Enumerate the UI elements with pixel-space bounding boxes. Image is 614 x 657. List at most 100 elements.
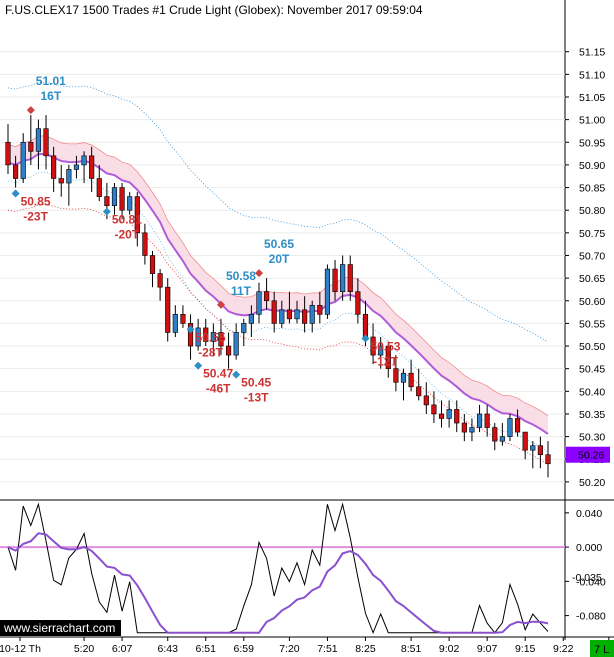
candle-body: [58, 178, 64, 184]
price-tick-label: 50.65: [579, 273, 605, 285]
pivot-label: -46T: [206, 382, 231, 396]
candle-body: [286, 309, 292, 320]
inner-upper-band: [7, 135, 549, 417]
time-tick-label: 9:15: [515, 643, 536, 655]
candle-body: [393, 368, 399, 383]
candle-body: [187, 323, 194, 347]
candle-body: [35, 128, 42, 152]
price-tick-label: 50.50: [579, 341, 605, 353]
time-tick-label: 10-12 Th: [0, 643, 41, 655]
time-tick-label: 9:22: [553, 643, 574, 655]
outer-upper-band: [7, 81, 549, 343]
pivot-label: 50.65: [264, 237, 294, 251]
candle-body: [233, 332, 239, 356]
price-tick-label: 51.15: [579, 47, 605, 59]
candle-body: [119, 187, 125, 211]
pivot-diamond: [186, 325, 195, 334]
candle-body: [157, 273, 163, 288]
candle-body: [340, 264, 346, 292]
price-tick-label: 50.75: [579, 228, 605, 240]
candle-body: [111, 187, 118, 206]
candle-body: [13, 164, 19, 179]
osc-signal-line: [7, 532, 549, 634]
watermark: www.sierrachart.com: [3, 621, 115, 635]
candle-body: [264, 291, 270, 302]
candle-body: [507, 418, 513, 437]
candle-body: [499, 436, 505, 442]
pivot-label: 50.81: [112, 213, 142, 227]
pivot-label: -20T: [115, 228, 140, 242]
candle-body: [96, 178, 102, 197]
pivot-diamond: [26, 106, 35, 115]
candle-body: [522, 431, 528, 451]
candle-body: [347, 264, 353, 292]
candle-body: [210, 332, 216, 342]
candle-body: [43, 128, 49, 157]
candle-body: [180, 314, 186, 324]
time-tick-label: 8:25: [355, 643, 376, 655]
current-price-label: 50.26: [578, 450, 604, 462]
pivot-label: 50.85: [21, 195, 51, 209]
candle-body: [218, 332, 224, 347]
price-tick-label: 50.45: [579, 364, 605, 376]
pivot-label: 11T: [231, 284, 252, 298]
candle-body: [20, 141, 26, 179]
outer-lower-band: [7, 203, 549, 465]
candle-body: [89, 155, 95, 179]
time-tick-label: 8:51: [401, 643, 422, 655]
osc-tick-label: 0.000: [576, 542, 602, 554]
price-tick-label: 50.70: [579, 250, 605, 262]
candle-body: [66, 169, 72, 184]
ema-line: [7, 152, 549, 435]
pivot-label: -13T: [244, 391, 269, 405]
price-tick-label: 50.80: [579, 205, 605, 217]
pivot-diamond: [254, 269, 263, 278]
price-axis: 51.15 51.10 51.05 51.00 50.95 50.90 50.85 50.80…: [565, 47, 610, 489]
pivot-label: 50.58: [226, 269, 256, 283]
candle-body: [385, 345, 391, 369]
pivot-label: 50.53: [370, 339, 400, 353]
osc-tick-label: 0.040: [576, 508, 602, 520]
candle-body: [5, 141, 11, 166]
time-tick-label: 9:07: [477, 643, 498, 655]
candle-body: [142, 232, 148, 256]
candle-body: [256, 291, 262, 315]
candle-body: [279, 309, 285, 324]
candle-body: [514, 418, 521, 433]
pivot-diamond: [11, 189, 20, 198]
candle-body: [476, 413, 483, 428]
candle-body: [408, 372, 414, 388]
corner-badge: [590, 640, 614, 657]
candle-body: [241, 323, 247, 333]
price-tick-label: 50.20: [579, 477, 605, 489]
candle-body: [149, 255, 156, 274]
candle-body: [172, 314, 178, 333]
price-tick-label: 50.95: [579, 137, 605, 149]
candle-body: [446, 409, 452, 419]
candle-body: [248, 314, 254, 324]
time-tick-label: 9:02: [439, 643, 460, 655]
time-tick-label: 7:20: [279, 643, 300, 655]
price-tick-label: 50.40: [579, 386, 605, 398]
candle-body: [469, 427, 475, 433]
time-tick-label: 6:51: [196, 643, 217, 655]
current-price-badge: [566, 446, 610, 463]
candle-body: [271, 300, 277, 324]
price-tick-label: 50.60: [579, 296, 605, 308]
price-tick-label: 50.30: [579, 432, 605, 444]
candle-body: [203, 327, 209, 342]
pivot-label: -28T: [198, 345, 223, 359]
candle-body: [324, 268, 331, 315]
pivot-label: 51.01: [36, 74, 66, 88]
candle-body: [225, 345, 232, 356]
price-tick-label: 50.35: [579, 409, 605, 421]
time-tick-label: 5:20: [74, 643, 95, 655]
price-tick-label: 50.85: [579, 183, 605, 195]
pivot-label: -23T: [23, 210, 48, 224]
pivot-diamond: [361, 334, 370, 343]
candle-body: [309, 304, 315, 324]
candle-body: [378, 345, 384, 356]
pivot-label: 50.45: [241, 376, 271, 390]
